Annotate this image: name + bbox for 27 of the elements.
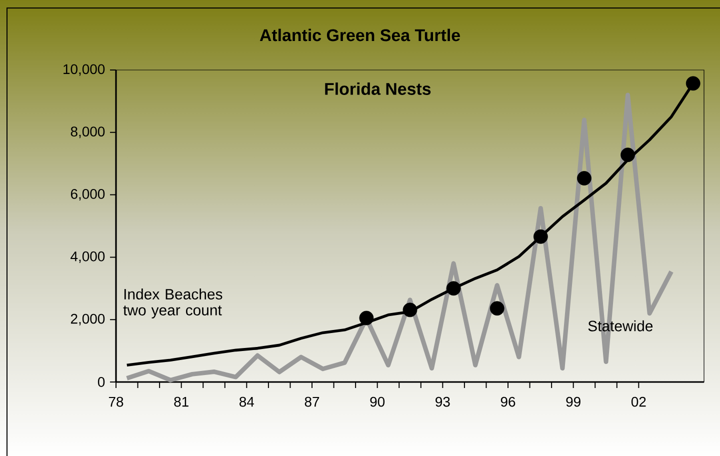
point	[577, 171, 592, 186]
text: Index Beaches two year count	[123, 288, 222, 318]
y-tick-label: 2,000	[70, 314, 105, 326]
x-tick-label: 84	[240, 396, 254, 407]
x-tick-label: 87	[304, 396, 320, 407]
x-tick-label: 93	[436, 396, 450, 407]
point	[686, 76, 700, 91]
chart-title: Atlantic Green Sea Turtle	[260, 28, 460, 42]
series-label: Statewide	[588, 320, 653, 332]
y-tick-label: 4,000	[70, 251, 105, 263]
x-tick-label: 02	[631, 396, 646, 407]
x-tick-label: 99	[566, 396, 580, 407]
point	[402, 302, 418, 318]
text: Florida Nests	[325, 82, 431, 95]
y-tick-label: 0	[98, 377, 105, 387]
point	[620, 148, 635, 162]
x-tick-label: 81	[174, 396, 188, 407]
x-tick-label: 78	[108, 396, 124, 407]
y-tick-label: 10,000	[64, 64, 105, 76]
y-tick-label: 6,000	[70, 189, 105, 201]
point	[533, 229, 548, 244]
x-tick-label: 90	[370, 396, 385, 407]
point	[446, 281, 461, 296]
point	[490, 301, 504, 316]
point	[359, 310, 374, 326]
x-tick-label: 96	[500, 396, 516, 407]
y-tick-label: 8,000	[70, 126, 105, 138]
